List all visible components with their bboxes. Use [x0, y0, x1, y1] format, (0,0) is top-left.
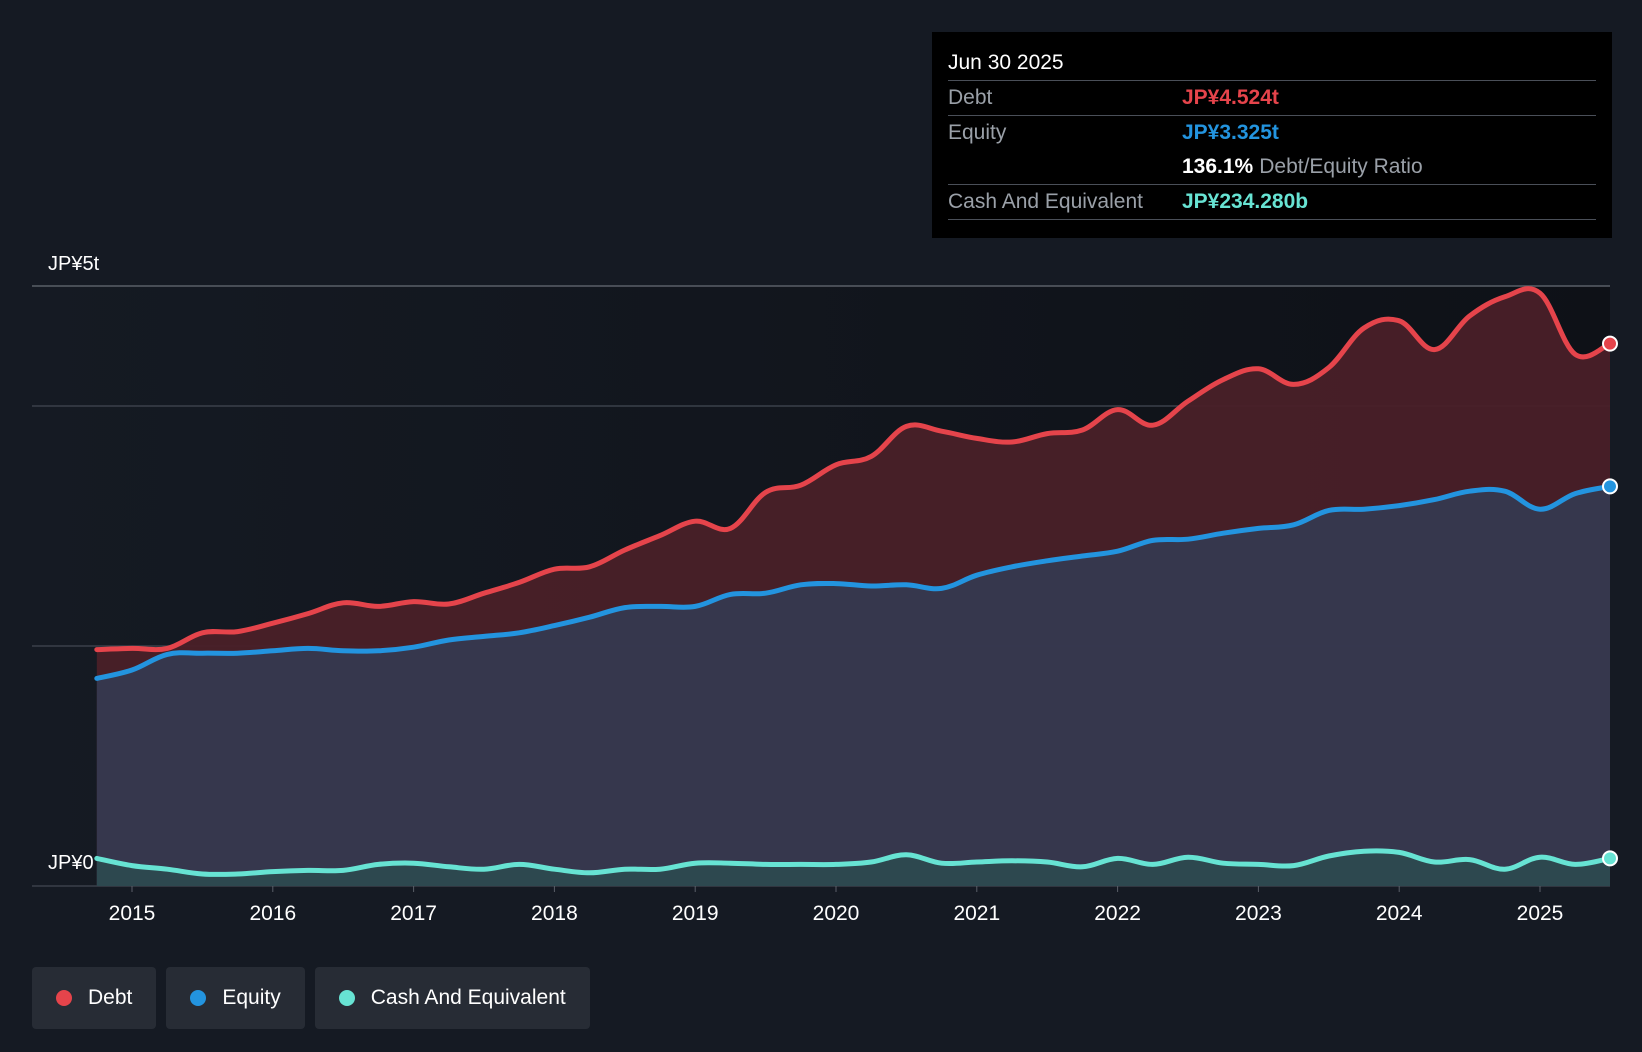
x-tick-label-2020: 2020 — [813, 902, 860, 925]
equity-dot-icon — [190, 990, 207, 1006]
debt-dot-icon — [56, 990, 72, 1006]
tooltip-date: Jun 30 2025 — [948, 51, 1064, 74]
end-markers — [1602, 335, 1618, 867]
legend-item-equity[interactable]: Equity — [166, 967, 305, 1029]
tooltip-debt-label: Debt — [948, 86, 993, 109]
debt-line — [94, 286, 1613, 653]
cash-dot-icon — [338, 990, 355, 1006]
x-tick-label-2019: 2019 — [672, 902, 719, 925]
y-axis-bottom-label: JP¥0 — [48, 852, 94, 874]
tooltip-equity-label: Equity — [948, 121, 1007, 144]
tooltip-cash-label: Cash And Equivalent — [948, 190, 1143, 213]
x-tick-label-2016: 2016 — [249, 902, 296, 925]
x-tick-label-2021: 2021 — [953, 902, 1000, 925]
legend-item-debt[interactable]: Debt — [32, 967, 157, 1029]
x-tick-label-2022: 2022 — [1094, 902, 1141, 925]
legend-label-equity: Equity — [222, 986, 281, 1009]
cash-line — [94, 848, 1613, 877]
debt-end-marker — [1602, 335, 1618, 352]
tooltip-equity-row: Equity JP¥3.325t — [948, 115, 1596, 150]
equity-area — [96, 486, 1610, 886]
x-tick-label-2018: 2018 — [531, 902, 578, 925]
series-lines — [94, 286, 1613, 877]
cash-end-marker — [1602, 850, 1618, 867]
tooltip-ratio-label: Debt/Equity Ratio — [1259, 155, 1423, 178]
data-tooltip: Jun 30 2025 Debt JP¥4.524t Equity JP¥3.3… — [932, 32, 1612, 238]
x-tick-label-2015: 2015 — [109, 902, 156, 925]
x-tick-label-2023: 2023 — [1235, 902, 1282, 925]
series-areas — [96, 288, 1610, 886]
chart-legend: Debt Equity Cash And Equivalent — [32, 967, 590, 1029]
tooltip-cash-row: Cash And Equivalent JP¥234.280b — [948, 184, 1596, 220]
x-tick-label-2024: 2024 — [1376, 902, 1423, 925]
y-axis-top-label: JP¥5t — [48, 253, 100, 275]
legend-label-debt: Debt — [88, 986, 133, 1009]
cash-area — [96, 850, 1610, 886]
tooltip-ratio-value: 136.1% — [1182, 155, 1254, 178]
tooltip-cash-value: JP¥234.280b — [1182, 190, 1309, 213]
legend-item-cash[interactable]: Cash And Equivalent — [314, 967, 590, 1029]
tooltip-debt-row: Debt JP¥4.524t — [948, 80, 1596, 115]
equity-line — [94, 483, 1613, 681]
tooltip-debt-value: JP¥4.524t — [1182, 86, 1279, 109]
tooltip-equity-value: JP¥3.325t — [1182, 121, 1279, 144]
x-tick-label-2025: 2025 — [1517, 902, 1564, 925]
equity-end-marker — [1602, 478, 1618, 495]
x-axis-ticks: 2015 2016 2017 2018 2019 2020 2021 2022 2023 2024… — [109, 886, 1564, 925]
x-tick-label-2017: 2017 — [390, 902, 437, 925]
legend-label-cash: Cash And Equivalent — [370, 986, 566, 1009]
tooltip-ratio-row: 136.1% Debt/Equity Ratio — [948, 150, 1596, 184]
